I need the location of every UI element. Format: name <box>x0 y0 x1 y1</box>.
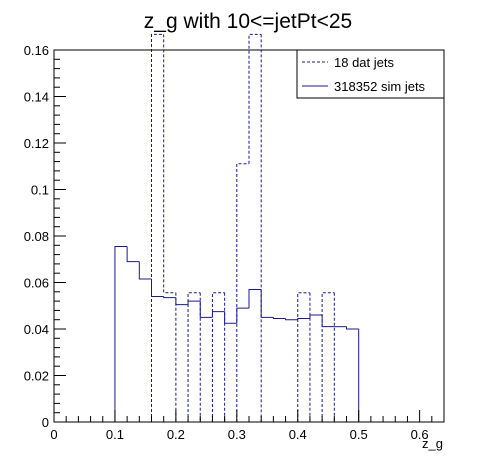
x-tick-label: 0.5 <box>350 427 368 442</box>
histogram-bin <box>346 326 359 330</box>
legend-box <box>296 49 445 99</box>
histogram-bin <box>211 311 225 318</box>
histogram-bin <box>236 163 249 422</box>
histogram-bin <box>272 317 286 320</box>
y-tick-label: 0.02 <box>24 369 49 384</box>
histogram-bin <box>236 307 249 324</box>
legend: 18 dat jets 318352 sim jets <box>296 49 445 99</box>
x-tick-label: 0.3 <box>228 427 246 442</box>
histogram-bin <box>187 292 201 422</box>
legend-label-dat: 18 dat jets <box>334 55 394 70</box>
histogram-bin <box>297 292 310 422</box>
legend-label-sim: 318352 sim jets <box>334 79 426 94</box>
histogram-bin <box>309 314 323 319</box>
histogram-bin <box>187 300 201 305</box>
y-tick-label: 0.16 <box>24 43 49 58</box>
series-1 <box>54 245 444 423</box>
y-tick-label: 0.12 <box>24 136 49 151</box>
histogram-bin <box>224 311 237 324</box>
x-tick-label: 0.6 <box>411 427 429 442</box>
histogram-bin <box>138 261 152 280</box>
histogram-bin <box>211 292 225 422</box>
histogram-bin <box>114 245 128 422</box>
y-axis: 0 0.02 0.04 0.06 0.08 0.1 0.12 0.14 0.16 <box>24 43 66 430</box>
x-axis: 0 0.1 0.2 0.3 0.4 0.5 0.6 <box>50 410 445 442</box>
histogram-bin <box>321 292 335 422</box>
histogram-bin <box>163 296 176 299</box>
histogram-bin <box>175 297 189 306</box>
histogram-bin <box>126 246 140 263</box>
x-tick-label: 0 <box>50 427 57 442</box>
histogram-bin <box>151 33 164 422</box>
histogram-bin <box>248 33 262 164</box>
y-tick-label: 0 <box>42 415 49 430</box>
histogram-bin <box>248 288 262 309</box>
y-tick-label: 0.1 <box>31 183 49 198</box>
y-tick-label: 0.06 <box>24 276 49 291</box>
y-tick-label: 0.08 <box>24 229 49 244</box>
histogram-bin <box>285 318 298 321</box>
x-tick-label: 0.1 <box>106 427 124 442</box>
histogram-bin <box>297 318 310 320</box>
y-tick-label: 0.14 <box>24 90 49 105</box>
x-tick-label: 0.4 <box>289 427 307 442</box>
chart-title: z_g with 10<=jetPt<25 <box>144 10 352 33</box>
histogram-bin <box>151 279 164 297</box>
y-tick-label: 0.04 <box>24 322 49 337</box>
histogram-bin <box>321 315 335 328</box>
histogram-bin <box>260 289 274 318</box>
histogram-bin <box>199 301 213 318</box>
histogram-bin <box>163 34 176 294</box>
x-tick-label: 0.2 <box>167 427 185 442</box>
x-axis-label: z_g <box>422 436 443 451</box>
